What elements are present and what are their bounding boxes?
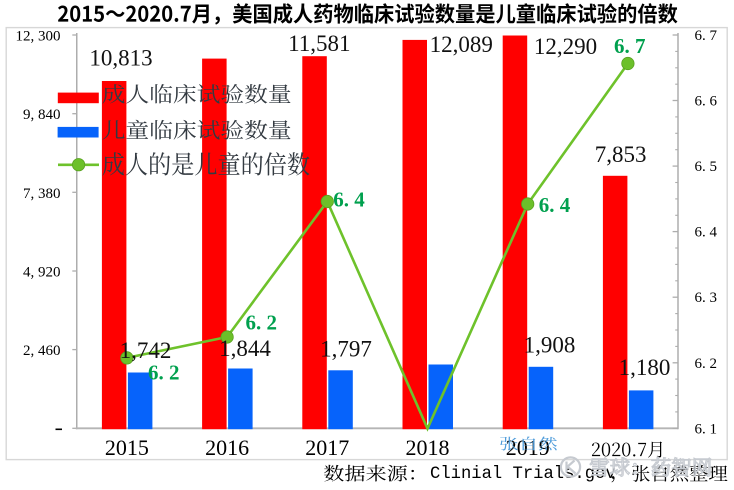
svg-text:12,089: 12,089 — [430, 32, 493, 57]
svg-text:6. 2: 6. 2 — [695, 356, 718, 372]
svg-text:9, 840: 9, 840 — [23, 107, 61, 123]
svg-text:6. 4: 6. 4 — [695, 225, 718, 241]
svg-text:11,581: 11,581 — [288, 31, 350, 56]
svg-text:6. 4: 6. 4 — [539, 193, 571, 217]
svg-text:6. 3: 6. 3 — [695, 290, 718, 306]
svg-text:7, 380: 7, 380 — [23, 186, 61, 202]
svg-text:10,813: 10,813 — [89, 46, 152, 71]
svg-text:6. 2: 6. 2 — [148, 360, 180, 384]
svg-text:7,853: 7,853 — [595, 142, 647, 167]
svg-text:6. 1: 6. 1 — [695, 421, 718, 437]
svg-text:6. 7: 6. 7 — [614, 34, 646, 58]
svg-text:6. 7: 6. 7 — [695, 28, 718, 44]
svg-text:1,844: 1,844 — [219, 336, 271, 361]
svg-text:4, 920: 4, 920 — [23, 264, 61, 280]
svg-text:2017: 2017 — [305, 435, 349, 460]
svg-text:6. 2: 6. 2 — [246, 310, 278, 334]
svg-text:2016: 2016 — [205, 435, 249, 460]
svg-text:Clinial Trials.gov: Clinial Trials.gov — [430, 465, 616, 484]
svg-text:6. 6: 6. 6 — [695, 94, 718, 110]
svg-text:2, 460: 2, 460 — [23, 343, 61, 359]
svg-text:12, 300: 12, 300 — [16, 29, 61, 45]
svg-text:6. 5: 6. 5 — [695, 159, 718, 175]
svg-text:6. 4: 6. 4 — [333, 187, 365, 211]
svg-text:1,797: 1,797 — [320, 337, 372, 362]
svg-text:2015: 2015 — [105, 435, 149, 460]
svg-text:1,180: 1,180 — [619, 355, 671, 380]
svg-text:1,742: 1,742 — [120, 338, 172, 363]
svg-text:2018: 2018 — [405, 435, 449, 460]
svg-text:1,908: 1,908 — [524, 333, 576, 358]
svg-text:12,290: 12,290 — [534, 34, 597, 59]
